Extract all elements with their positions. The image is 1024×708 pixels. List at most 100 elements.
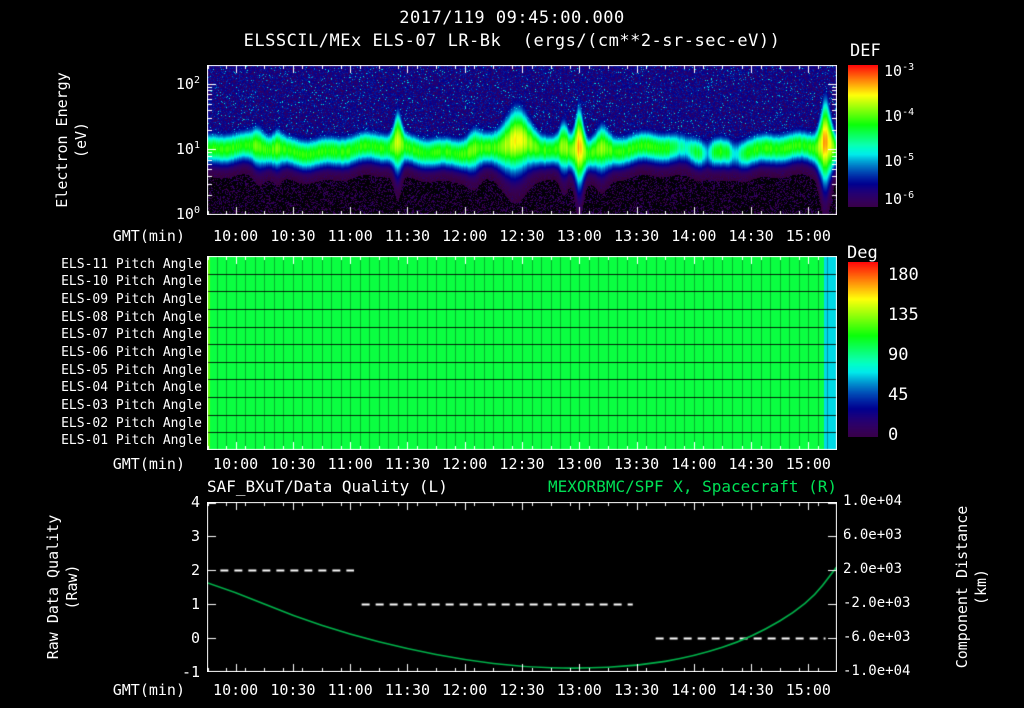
- tick-base: 10: [884, 107, 903, 125]
- def-colorbar-tick: 10-3: [884, 62, 914, 80]
- tick-base: 10: [175, 75, 194, 93]
- time-tick-label: 13:00: [556, 681, 602, 699]
- quality-tick-label: 2: [190, 561, 200, 579]
- time-tick-label: 15:00: [785, 681, 831, 699]
- distance-tick-label: -2.0e+03: [843, 595, 911, 611]
- pitch-row-label: ELS-01 Pitch Angle: [61, 433, 202, 449]
- title-instrument: ELSSCIL/MEx ELS-07 LR-Bk (ergs/(cm**2-sr…: [243, 31, 781, 51]
- electron-energy-spectrogram-canvas: [207, 65, 837, 215]
- deg-tick-label: 45: [888, 385, 909, 406]
- time-tick-label: 14:00: [671, 455, 717, 473]
- def-colorbar-tick: 10-5: [884, 152, 914, 170]
- pitch-row-label: ELS-03 Pitch Angle: [61, 397, 202, 413]
- quality-tick-label: 4: [190, 493, 200, 511]
- axis-label-line: (Raw): [63, 564, 81, 610]
- quality-tick-label: 3: [190, 527, 200, 545]
- distance-tick-label: 1.0e+04: [843, 493, 903, 509]
- time-tick-label: 10:00: [213, 681, 259, 699]
- time-tick-label: 13:00: [556, 455, 602, 473]
- energy-axis-tick: 102: [176, 75, 200, 93]
- tick-exp: -6: [902, 190, 915, 201]
- bottom-left-title: SAF_BXuT/Data Quality (L): [207, 477, 448, 496]
- tick-exp: 1: [193, 140, 200, 151]
- pitch-row-label: ELS-06 Pitch Angle: [61, 345, 202, 360]
- time-tick-label: 12:30: [499, 455, 545, 473]
- def-colorbar-tick: 10-6: [884, 190, 914, 208]
- quality-tick-label: 0: [190, 629, 200, 647]
- tick-base: 10: [884, 62, 903, 80]
- deg-colorbar-label: Deg: [847, 243, 878, 263]
- pitch-row-label: ELS-05 Pitch Angle: [61, 362, 202, 378]
- deg-tick-label: 135: [888, 305, 919, 326]
- energy-axis-tick: 100: [176, 205, 200, 223]
- axis-label-line: Electron Energy: [53, 72, 71, 208]
- distance-tick-label: -6.0e+03: [843, 629, 911, 645]
- tick-base: 10: [884, 190, 903, 208]
- deg-tick-label: 90: [888, 345, 909, 366]
- distance-tick-label: 2.0e+03: [843, 561, 903, 577]
- time-tick-label: 13:00: [556, 227, 602, 245]
- time-tick-label: 15:00: [785, 227, 831, 245]
- pitch-row-label: ELS-09 Pitch Angle: [61, 292, 202, 308]
- time-tick-label: 15:00: [785, 455, 831, 473]
- tick-base: 10: [884, 152, 903, 170]
- axis-label-line: (km): [972, 568, 990, 606]
- time-tick-label: 14:00: [671, 681, 717, 699]
- raw-data-quality-axis-label: Raw Data Quality (Raw): [44, 515, 82, 660]
- pitch-row-label: ELS-08 Pitch Angle: [61, 309, 202, 325]
- time-tick-label: 11:00: [327, 681, 373, 699]
- time-tick-label: 10:00: [213, 455, 259, 473]
- pitch-row-label: ELS-02 Pitch Angle: [61, 415, 202, 431]
- time-tick-label: 10:30: [270, 227, 316, 245]
- time-tick-label: 10:30: [270, 455, 316, 473]
- tick-exp: 0: [193, 205, 200, 216]
- tick-exp: -5: [902, 152, 915, 163]
- bottom-right-title: MEXORBMC/SPF X, Spacecraft (R): [548, 477, 837, 496]
- tick-base: 10: [175, 140, 194, 158]
- time-tick-label: 10:30: [270, 681, 316, 699]
- time-tick-label: 13:30: [613, 455, 660, 473]
- time-tick-label: 11:00: [327, 227, 373, 245]
- time-tick-label: 14:30: [728, 227, 774, 245]
- time-tick-label: 12:30: [499, 681, 545, 699]
- tick-exp: -4: [902, 107, 915, 118]
- def-colorbar-label: DEF: [850, 41, 881, 61]
- time-tick-label: 12:30: [499, 227, 545, 245]
- component-distance-axis-label: Component Distance (km): [953, 506, 991, 669]
- time-tick-label: 11:30: [384, 681, 431, 699]
- gmt-axis-label: GMT(min): [112, 681, 185, 699]
- quality-tick-label: 1: [190, 595, 200, 613]
- quality-tick-label: -1: [181, 663, 200, 681]
- axis-label-line: (eV): [72, 121, 90, 159]
- time-tick-label: 13:30: [613, 681, 660, 699]
- energy-axis-tick: 101: [176, 140, 200, 158]
- time-tick-label: 12:00: [442, 455, 488, 473]
- def-colorbar-tick: 10-4: [884, 107, 914, 125]
- time-tick-label: 10:00: [213, 227, 259, 245]
- pitch-row-label: ELS-10 Pitch Angle: [61, 274, 202, 290]
- pitch-row-label: ELS-07 Pitch Angle: [61, 327, 202, 343]
- gmt-axis-label: GMT(min): [112, 227, 185, 245]
- time-tick-label: 14:30: [728, 455, 774, 473]
- electron-energy-axis-label: Electron Energy (eV): [53, 72, 91, 207]
- tick-exp: -3: [902, 62, 915, 73]
- deg-tick-label: 180: [888, 265, 919, 285]
- distance-tick-label: 6.0e+03: [843, 527, 903, 543]
- tick-exp: 2: [193, 75, 200, 86]
- time-tick-label: 14:00: [671, 227, 717, 245]
- time-tick-label: 14:30: [728, 681, 774, 699]
- time-tick-label: 11:00: [327, 455, 373, 473]
- title-datetime: 2017/119 09:45:00.000: [399, 8, 625, 28]
- axis-label-line: Raw Data Quality: [44, 514, 62, 660]
- gmt-axis-label: GMT(min): [112, 455, 185, 473]
- time-tick-label: 11:30: [384, 455, 431, 473]
- def-colorbar: [848, 65, 878, 207]
- time-tick-label: 12:00: [442, 681, 488, 699]
- time-tick-label: 12:00: [442, 227, 488, 245]
- tick-base: 10: [175, 205, 194, 223]
- quality-distance-canvas: [207, 502, 837, 672]
- time-tick-label: 13:30: [613, 227, 660, 245]
- pitch-angle-canvas: [207, 256, 837, 450]
- deg-tick-label: 0: [888, 425, 899, 446]
